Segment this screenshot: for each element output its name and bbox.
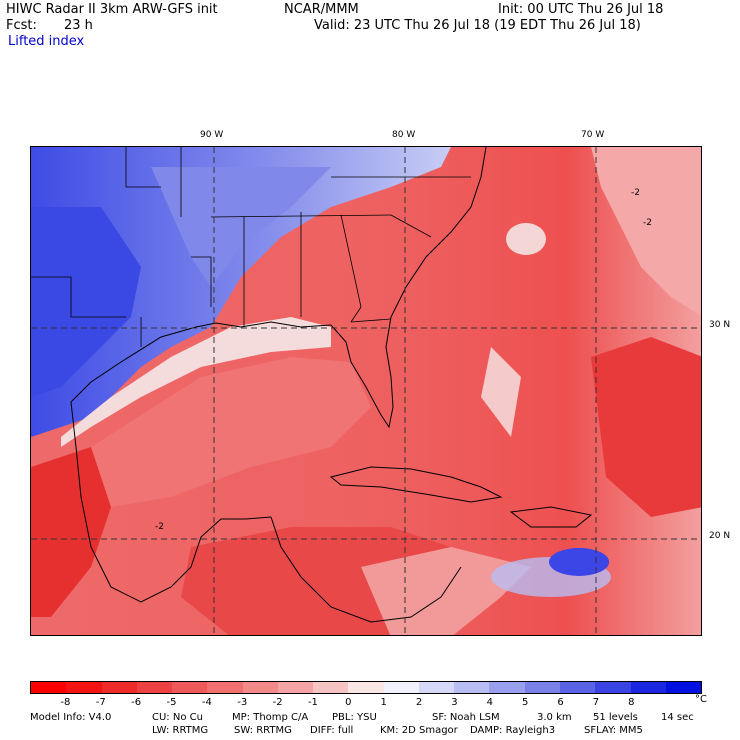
cuba-coastline (329, 466, 503, 503)
caribbean-light (361, 547, 531, 635)
colorbar-tick-label: 8 (628, 697, 635, 708)
colorbar-swatch (418, 682, 455, 693)
colorbar-unit: °C (695, 694, 707, 705)
colorbar (30, 681, 702, 694)
colorbar-swatch (207, 682, 243, 693)
colorbar-swatch (172, 682, 208, 693)
mp-info: MP: Thomp C/A (232, 712, 309, 723)
km-info: KM: 2D Smagor (380, 725, 458, 736)
contour-label: -2 (155, 522, 164, 532)
sw-info: SW: RRTMG (234, 725, 292, 736)
colorbar-tick-label: -4 (201, 697, 212, 708)
state-line-2 (191, 256, 212, 307)
ne-neutral-blob (506, 223, 546, 255)
lon-label-70w: 70 W (581, 130, 605, 140)
bahamas-neutral (481, 347, 521, 437)
state-line-11 (31, 276, 126, 318)
yucatan-strong (31, 447, 111, 617)
colorbar-tick-label: 5 (521, 697, 529, 708)
lat-label-30n: 30 N (709, 320, 731, 330)
org-label: NCAR/MMM (284, 2, 359, 17)
model-info: Model Info: V4.0 (30, 712, 112, 723)
state-line-7 (350, 318, 392, 323)
pbl-info: PBL: YSU (332, 712, 377, 723)
cu-info: CU: No Cu (152, 712, 203, 723)
colorbar-tick-label: 1 (380, 697, 387, 708)
gulf-coastline (70, 147, 487, 429)
mexico-coastline (70, 401, 272, 603)
central-america-coastline (270, 516, 462, 623)
colorbar-swatch (101, 682, 137, 693)
levels-info: 51 levels (593, 712, 638, 723)
diff-info: DIFF: full (310, 725, 354, 736)
colorbar-swatch (595, 682, 631, 693)
pr-stable-core (549, 548, 609, 576)
colorbar-tick-label: 7 (592, 697, 600, 708)
colorbar-swatch (665, 682, 702, 693)
colorbar-tick-label: -5 (166, 697, 177, 708)
lon-label-80w: 80 W (392, 130, 416, 140)
lon-label-90w: 90 W (200, 130, 224, 140)
colorbar-ticks: -8 -7 -6 -5 -4 -3 -2 -1 0 1 2 3 4 5 6 7 8 (30, 697, 702, 709)
colorbar-tick-label: -8 (60, 697, 71, 708)
colorbar-tick-label: -7 (95, 697, 106, 708)
state-line-6 (340, 214, 362, 323)
colorbar-swatch (348, 682, 384, 693)
colorbar-swatch (454, 682, 490, 693)
init-time: Init: 00 UTC Thu 26 Jul 18 (498, 2, 664, 17)
colorbar-tick-label: -3 (237, 697, 248, 708)
colorbar-swatch (383, 682, 419, 693)
colorbar-tick-label: 3 (451, 697, 458, 708)
state-line-1 (125, 147, 161, 188)
colorbar-tick-label: -6 (131, 697, 142, 708)
colorbar-swatch (313, 682, 349, 693)
colorbar-swatch (630, 682, 666, 693)
sf-info: SF: Noah LSM (432, 712, 500, 723)
west-stable-zone (31, 147, 451, 437)
colorbar-tick-label: 2 (415, 697, 423, 708)
resolution-info: 3.0 km (537, 712, 572, 723)
colorbar-tick-label: -2 (272, 697, 283, 708)
fcst-label: Fcst: (6, 18, 37, 33)
texas-deep-stable (31, 207, 141, 397)
state-line-8 (390, 214, 432, 238)
model-title: HIWC Radar II 3km ARW-GFS init (6, 2, 218, 17)
graticule (31, 147, 701, 635)
colorbar-tick-label: 4 (486, 697, 493, 708)
timestep-info: 14 sec (661, 712, 694, 723)
colorbar-swatch (66, 682, 102, 693)
lat-label-20n: 20 N (709, 531, 731, 541)
contour-label: -2 (643, 218, 652, 228)
colorbar-tick-label: 6 (557, 697, 564, 708)
colorbar-swatch (559, 682, 596, 693)
gulf-coast-neutral (61, 317, 331, 447)
colorbar-tick-label: 0 (345, 697, 352, 708)
colorbar-swatch (277, 682, 314, 693)
damp-info: DAMP: Rayleigh3 (470, 725, 556, 736)
fcst-value: 23 h (64, 18, 93, 33)
field-name: Lifted index (8, 34, 85, 49)
lifted-index-map: -2 -2 -2 (30, 146, 702, 636)
hispaniola-coastline (509, 506, 593, 528)
colorbar-swatch (31, 682, 67, 693)
lw-info: LW: RRTMG (152, 725, 209, 736)
colorbar-swatch (489, 682, 525, 693)
colorbar-swatch (136, 682, 173, 693)
state-borders (31, 147, 471, 347)
colorbar-tick-label: -1 (307, 697, 318, 708)
coastlines (70, 147, 593, 623)
contour-label: -2 (631, 188, 640, 198)
gulf-moderate (71, 357, 371, 507)
state-line-5 (210, 214, 392, 218)
sflay-info: SFLAY: MM5 (584, 725, 643, 736)
atlantic-strong-zone (591, 337, 701, 517)
ne-light-zone (591, 147, 701, 316)
colorbar-swatch (242, 682, 278, 693)
valid-time: Valid: 23 UTC Thu 26 Jul 18 (19 EDT Thu … (314, 18, 641, 33)
colorbar-swatch (524, 682, 560, 693)
